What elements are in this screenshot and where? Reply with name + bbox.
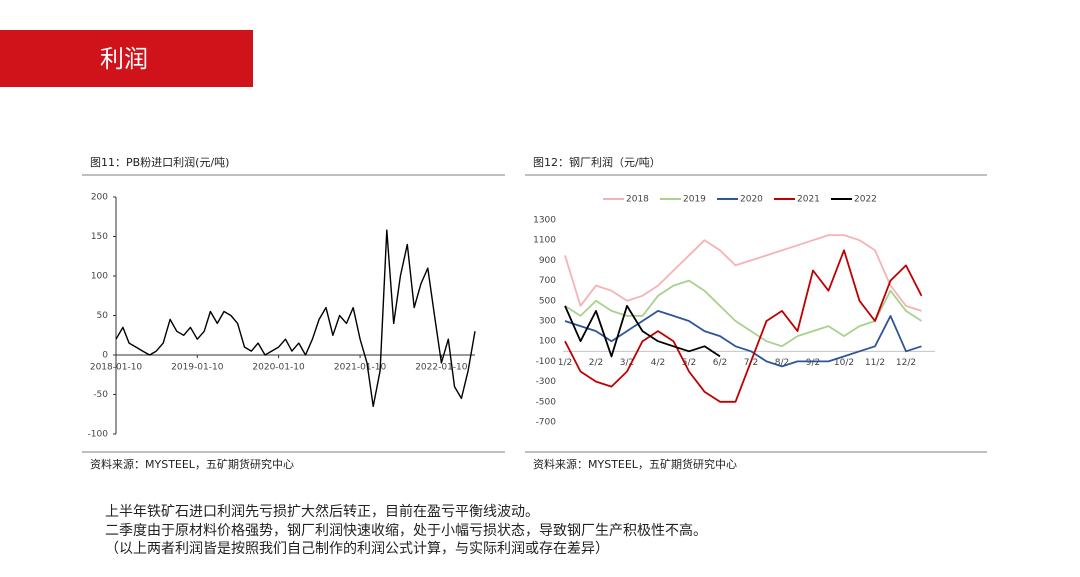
x-tick-label: 6/2 — [713, 358, 727, 368]
y-tick-label: -500 — [536, 397, 557, 407]
x-tick-label: 5/2 — [682, 358, 696, 368]
y-tick-label: 100 — [539, 337, 556, 347]
y-tick-label: -700 — [536, 418, 557, 428]
header-bar — [0, 30, 253, 87]
y-tick-label: 0 — [102, 351, 108, 361]
chart-title: 图12：钢厂利润（元/吨） — [533, 155, 661, 169]
source: 资料来源：MYSTEEL，五矿期货研究中心 — [90, 457, 294, 471]
y-tick-label: 200 — [91, 193, 108, 203]
y-tick-label: -300 — [536, 377, 557, 387]
y-tick-label: 100 — [91, 272, 108, 282]
legend-label: 2018 — [626, 195, 649, 205]
x-tick-label: 2018-01-10 — [90, 363, 143, 373]
x-tick-label: 2019-01-10 — [171, 363, 224, 373]
x-tick-label: 8/2 — [775, 358, 789, 368]
legend-label: 2022 — [854, 195, 877, 205]
x-tick-label: 2/2 — [589, 358, 603, 368]
y-tick-label: -50 — [93, 390, 108, 400]
y-tick-label: -100 — [536, 357, 557, 367]
y-tick-label: 1100 — [533, 236, 556, 246]
legend-label: 2021 — [797, 195, 820, 205]
chart-title: 图11：PB粉进口利润(元/吨) — [90, 155, 229, 169]
x-tick-label: 11/2 — [865, 358, 885, 368]
paragraph: 二季度由于原材料价格强势，钢厂利润快速收缩，处于小幅亏损状态，导致钢厂生产积极性… — [105, 522, 707, 539]
y-tick-label: 300 — [539, 317, 556, 327]
x-tick-label: 12/2 — [896, 358, 916, 368]
header-title: 利润 — [100, 45, 148, 73]
x-tick-label: 2021-01-10 — [334, 363, 387, 373]
data-line — [564, 305, 721, 358]
y-tick-label: 900 — [539, 256, 556, 266]
y-tick-label: -100 — [88, 430, 109, 440]
x-tick-label: 2020-01-10 — [252, 363, 305, 373]
y-tick-label: 150 — [91, 232, 108, 242]
data-line — [564, 249, 923, 403]
data-line — [564, 310, 922, 368]
legend-label: 2019 — [683, 195, 706, 205]
paragraph: 上半年铁矿石进口利润先亏损扩大然后转正，目前在盈亏平衡线波动。 — [105, 503, 539, 520]
data-line — [115, 229, 476, 408]
x-tick-label: 2022-01-10 — [415, 363, 468, 373]
x-tick-label: 10/2 — [834, 358, 854, 368]
y-tick-label: 700 — [539, 276, 556, 286]
y-tick-label: 1300 — [533, 216, 556, 226]
x-tick-label: 4/2 — [651, 358, 665, 368]
data-line — [564, 234, 922, 312]
paragraph: （以上两者利润皆是按照我们自己制作的利润公式计算，与实际利润或存在差异） — [105, 541, 609, 557]
x-tick-label: 1/2 — [558, 358, 572, 368]
legend-label: 2020 — [740, 195, 763, 205]
source: 资料来源：MYSTEEL，五矿期货研究中心 — [533, 457, 737, 471]
x-tick-label: 9/2 — [806, 358, 820, 368]
y-tick-label: 500 — [539, 296, 556, 306]
x-tick-label: 3/2 — [620, 358, 634, 368]
y-tick-label: 50 — [97, 311, 109, 321]
